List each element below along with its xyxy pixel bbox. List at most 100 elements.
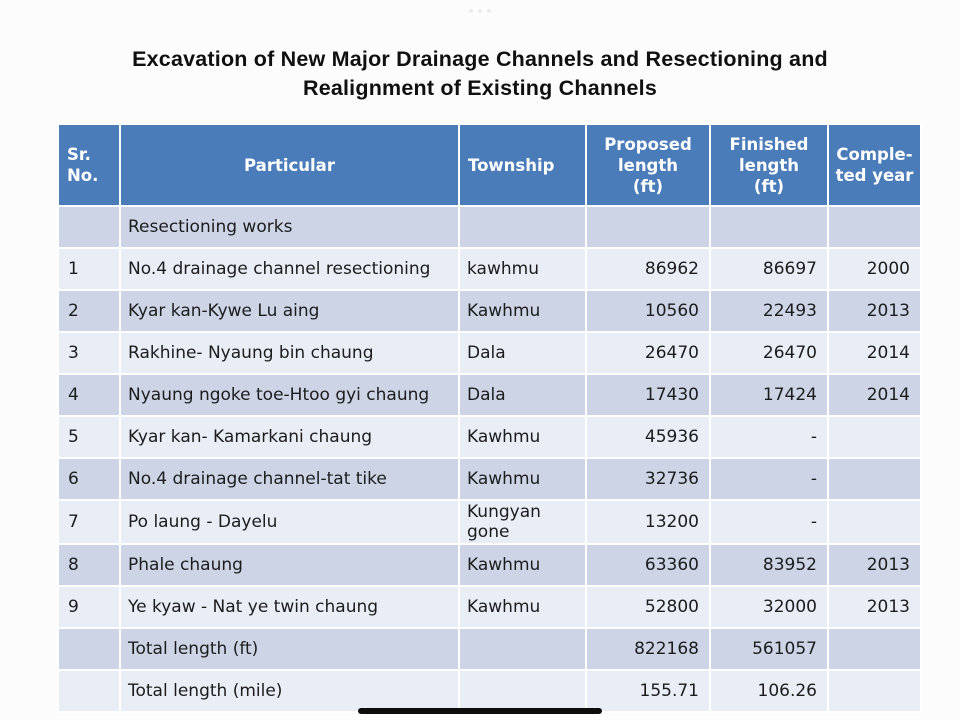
dot-icon — [469, 9, 473, 13]
cell-township: Kawhmu — [458, 289, 587, 333]
dot-icon — [487, 9, 491, 13]
cell-year — [827, 627, 922, 671]
table-body: Resectioning works 1 No.4 drainage chann… — [57, 205, 922, 713]
header-sr-no: Sr. No. — [57, 123, 121, 207]
cell-proposed: 86962 — [585, 247, 711, 291]
cell-township: Kawhmu — [458, 585, 587, 629]
cell-township: Kawhmu — [458, 415, 587, 459]
cell-proposed: 10560 — [585, 289, 711, 333]
cell-particular: Po laung - Dayelu — [119, 499, 460, 545]
cell-finished: 106.26 — [709, 669, 829, 713]
cell-finished: 86697 — [709, 247, 829, 291]
cell-proposed: 52800 — [585, 585, 711, 629]
cell-proposed: 13200 — [585, 499, 711, 545]
cell-year: 2013 — [827, 289, 922, 333]
cell-particular: Kyar kan- Kamarkani chaung — [119, 415, 460, 459]
cell-sr — [57, 669, 121, 713]
cell-year — [827, 457, 922, 501]
cell-township — [458, 669, 587, 713]
dot-icon — [478, 9, 482, 13]
cell-year — [827, 499, 922, 545]
cell-year — [827, 669, 922, 713]
header-completed-year: Comple- ted year — [827, 123, 922, 207]
table-row: 5 Kyar kan- Kamarkani chaung Kawhmu 4593… — [57, 415, 922, 459]
cell-particular: Total length (mile) — [119, 669, 460, 713]
table-row: 7 Po laung - Dayelu Kungyan gone 13200 - — [57, 499, 922, 545]
cell-finished: - — [709, 499, 829, 545]
cell-year: 2014 — [827, 331, 922, 375]
cell-sr: 6 — [57, 457, 121, 501]
table-row: 4 Nyaung ngoke toe-Htoo gyi chaung Dala … — [57, 373, 922, 417]
bottom-divider-bar — [358, 708, 602, 714]
table-row: 6 No.4 drainage channel-tat tike Kawhmu … — [57, 457, 922, 501]
cell-sr: 7 — [57, 499, 121, 545]
cell-year: 2000 — [827, 247, 922, 291]
cell-particular: Kyar kan-Kywe Lu aing — [119, 289, 460, 333]
cell-year: 2013 — [827, 585, 922, 629]
cell-proposed: 155.71 — [585, 669, 711, 713]
cell-township: Dala — [458, 373, 587, 417]
cell-finished — [709, 205, 829, 249]
cell-sr: 4 — [57, 373, 121, 417]
slide-title: Excavation of New Major Drainage Channel… — [132, 47, 828, 100]
cell-particular: No.4 drainage channel-tat tike — [119, 457, 460, 501]
cell-finished: 26470 — [709, 331, 829, 375]
cell-finished: 32000 — [709, 585, 829, 629]
table-row: 2 Kyar kan-Kywe Lu aing Kawhmu 10560 224… — [57, 289, 922, 333]
cell-particular: Total length (ft) — [119, 627, 460, 671]
cell-particular: Ye kyaw - Nat ye twin chaung — [119, 585, 460, 629]
cell-sr: 3 — [57, 331, 121, 375]
header-finished-length: Finished length (ft) — [709, 123, 829, 207]
header-row: Sr. No. Particular Township Proposed len… — [57, 123, 922, 207]
cell-year — [827, 205, 922, 249]
cell-sr: 8 — [57, 543, 121, 587]
cell-proposed: 17430 — [585, 373, 711, 417]
cell-particular: Resectioning works — [119, 205, 460, 249]
cell-year: 2013 — [827, 543, 922, 587]
cell-finished: - — [709, 415, 829, 459]
cell-sr — [57, 205, 121, 249]
cell-proposed: 45936 — [585, 415, 711, 459]
header-township: Township — [458, 123, 587, 207]
cell-finished: 17424 — [709, 373, 829, 417]
cell-year — [827, 415, 922, 459]
cell-township: Kungyan gone — [458, 499, 587, 545]
cell-sr — [57, 627, 121, 671]
cell-finished: 83952 — [709, 543, 829, 587]
table-row: 3 Rakhine- Nyaung bin chaung Dala 26470 … — [57, 331, 922, 375]
table-row-total-mile: Total length (mile) 155.71 106.26 — [57, 669, 922, 713]
cell-township: kawhmu — [458, 247, 587, 291]
cell-year: 2014 — [827, 373, 922, 417]
cell-township: Dala — [458, 331, 587, 375]
cell-township — [458, 627, 587, 671]
cell-proposed: 63360 — [585, 543, 711, 587]
cell-finished: - — [709, 457, 829, 501]
table-row: 8 Phale chaung Kawhmu 63360 83952 2013 — [57, 543, 922, 587]
cell-proposed — [585, 205, 711, 249]
cell-proposed: 32736 — [585, 457, 711, 501]
cell-sr: 1 — [57, 247, 121, 291]
drainage-channels-table: Sr. No. Particular Township Proposed len… — [57, 123, 922, 713]
cell-particular: Rakhine- Nyaung bin chaung — [119, 331, 460, 375]
cell-particular: Nyaung ngoke toe-Htoo gyi chaung — [119, 373, 460, 417]
cell-township: Kawhmu — [458, 543, 587, 587]
cell-township — [458, 205, 587, 249]
cell-proposed: 26470 — [585, 331, 711, 375]
table-row-section: Resectioning works — [57, 205, 922, 249]
table-row: 9 Ye kyaw - Nat ye twin chaung Kawhmu 52… — [57, 585, 922, 629]
ellipsis-icon — [469, 9, 491, 13]
cell-sr: 9 — [57, 585, 121, 629]
cell-sr: 2 — [57, 289, 121, 333]
cell-finished: 561057 — [709, 627, 829, 671]
table-header: Sr. No. Particular Township Proposed len… — [57, 123, 922, 207]
cell-sr: 5 — [57, 415, 121, 459]
header-particular: Particular — [119, 123, 460, 207]
table-row-total-ft: Total length (ft) 822168 561057 — [57, 627, 922, 671]
cell-particular: No.4 drainage channel resectioning — [119, 247, 460, 291]
cell-township: Kawhmu — [458, 457, 587, 501]
cell-finished: 22493 — [709, 289, 829, 333]
header-proposed-length: Proposed length (ft) — [585, 123, 711, 207]
cell-particular: Phale chaung — [119, 543, 460, 587]
table-row: 1 No.4 drainage channel resectioning kaw… — [57, 247, 922, 291]
cell-proposed: 822168 — [585, 627, 711, 671]
